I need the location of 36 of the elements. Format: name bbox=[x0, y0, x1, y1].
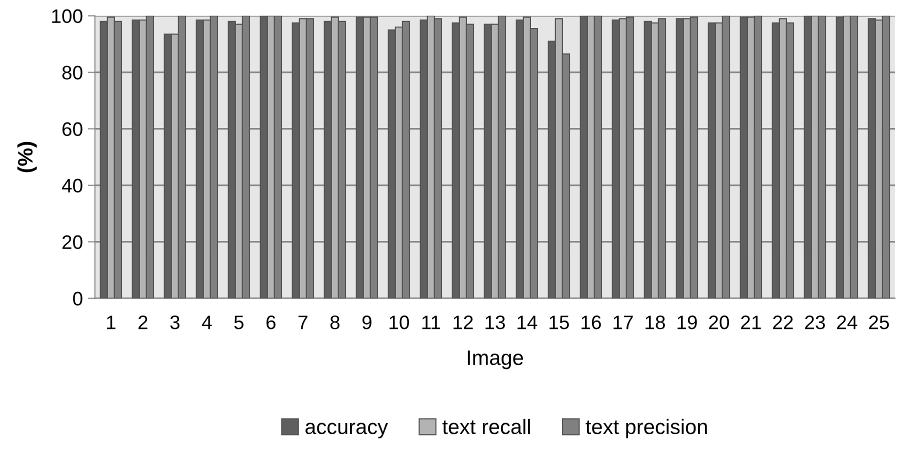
x-tick-label: 15 bbox=[550, 316, 569, 330]
x-tick-label: 7 bbox=[298, 316, 308, 330]
y-tick-label: 40 bbox=[62, 178, 82, 193]
x-tick-label: 21 bbox=[741, 316, 761, 330]
y-tick-label: 60 bbox=[62, 122, 82, 136]
x-tick-label: 2 bbox=[138, 316, 148, 330]
y-tick-label: 20 bbox=[62, 235, 82, 250]
y-tick-label: 80 bbox=[62, 66, 82, 80]
legend-label: text recall bbox=[442, 418, 530, 434]
x-tick-label: 1 bbox=[106, 316, 116, 330]
x-tick-label: 6 bbox=[266, 316, 276, 330]
x-axis-title: Image bbox=[468, 350, 523, 370]
x-tick-label: 9 bbox=[362, 316, 372, 330]
x-tick-label: 10 bbox=[390, 316, 409, 330]
x-tick-label: 19 bbox=[678, 316, 697, 330]
legend-label: accuracy bbox=[305, 422, 388, 438]
legend-label: text precision bbox=[586, 418, 707, 438]
x-tick-label: 14 bbox=[518, 316, 538, 330]
x-tick-label: 11 bbox=[422, 316, 440, 330]
x-tick-label: 20 bbox=[709, 316, 730, 330]
x-tick-label: 3 bbox=[170, 316, 180, 330]
y-tick-label: 100 bbox=[52, 9, 82, 24]
x-tick-label: 4 bbox=[202, 316, 212, 330]
x-tick-label: 23 bbox=[805, 316, 825, 330]
x-tick-label: 24 bbox=[837, 316, 858, 330]
x-tick-label: 5 bbox=[234, 316, 244, 330]
x-tick-label: 13 bbox=[486, 316, 505, 330]
y-tick-label: 0 bbox=[73, 292, 82, 306]
x-tick-label: 25 bbox=[869, 316, 889, 330]
x-tick-label: 12 bbox=[454, 316, 473, 330]
x-tick-label: 17 bbox=[614, 316, 633, 330]
x-tick-label: 22 bbox=[773, 316, 793, 330]
x-tick-label: 18 bbox=[646, 316, 665, 330]
x-tick-label: 8 bbox=[330, 316, 340, 330]
x-tick-label: 16 bbox=[582, 316, 601, 330]
y-axis-title: (%) bbox=[17, 142, 37, 172]
